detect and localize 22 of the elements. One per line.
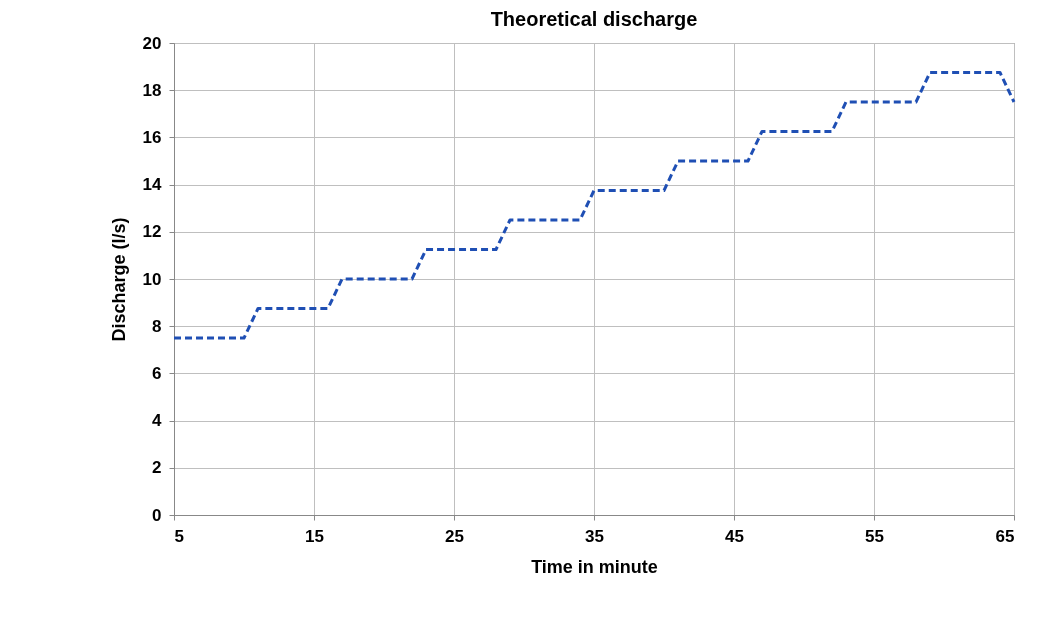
y-tick-label: 20 (142, 33, 162, 53)
y-tick-label: 18 (142, 80, 162, 100)
x-tick-label: 25 (445, 526, 464, 546)
y-axis-title: Discharge (l/s) (108, 217, 129, 342)
x-tick-label: 15 (305, 526, 324, 546)
y-tick-label: 12 (142, 222, 162, 242)
y-tick-label: 8 (152, 316, 162, 336)
y-tick-label: 0 (152, 505, 162, 525)
y-tick-label: 10 (142, 269, 162, 289)
x-tick-label: 65 (995, 526, 1015, 546)
x-tick-label: 45 (725, 526, 744, 546)
y-tick-label: 6 (152, 363, 162, 383)
x-tick-label: 55 (865, 526, 884, 546)
x-tick-label: 35 (585, 526, 604, 546)
x-axis-title: Time in minute (531, 556, 658, 577)
line-series (172, 71, 1016, 340)
x-tick-label: 5 (174, 526, 184, 546)
chart-title: Theoretical discharge (490, 8, 698, 30)
y-tick-label: 16 (142, 127, 162, 147)
y-tick-label: 14 (142, 175, 163, 195)
y-tick-label: 4 (152, 411, 163, 431)
y-tick-label: 2 (152, 458, 162, 478)
